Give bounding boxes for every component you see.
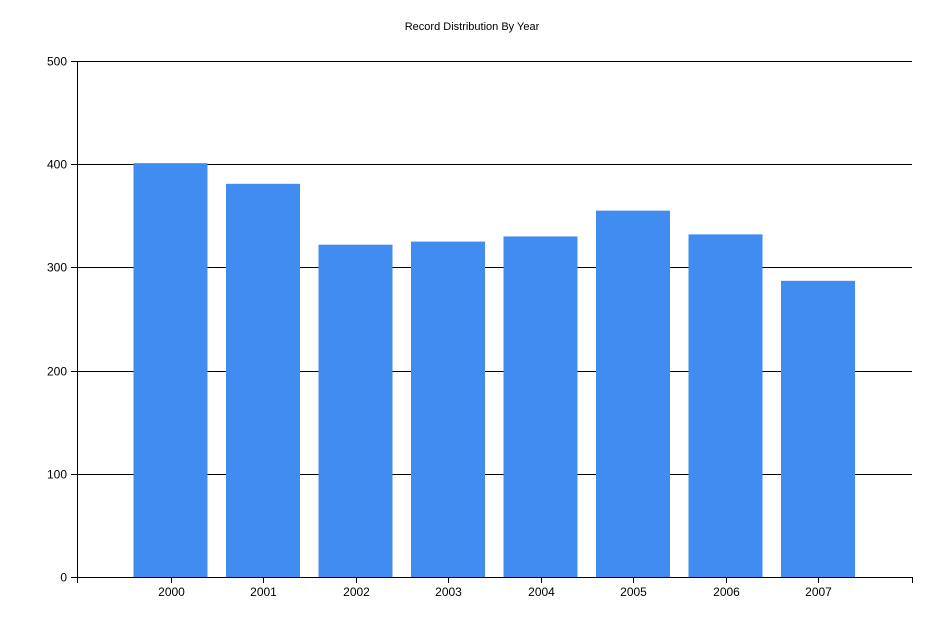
- bar-2003: [411, 241, 485, 577]
- chart-title: Record Distribution By Year: [405, 21, 540, 33]
- y-tick-label-500: 500: [47, 55, 67, 69]
- axes: [77, 61, 913, 583]
- x-tick-label-2007: 2007: [805, 585, 832, 599]
- bar-2002: [318, 244, 393, 578]
- x-axis-ticks: 2000 2001 2002 2003 2004 2005 2006 2007: [158, 577, 832, 599]
- x-tick-label-2001: 2001: [250, 585, 277, 599]
- x-tick-label-2004: 2004: [528, 585, 555, 599]
- bar-2001: [226, 183, 300, 578]
- bar-2000: [133, 163, 208, 577]
- bar-2004: [503, 236, 578, 577]
- x-tick-label-2006: 2006: [713, 585, 740, 599]
- y-tick-label-0: 0: [60, 571, 67, 585]
- x-tick-label-2003: 2003: [435, 585, 462, 599]
- y-tick-label-100: 100: [47, 468, 67, 482]
- bar-2006: [688, 234, 763, 577]
- y-tick-label-300: 300: [47, 261, 67, 275]
- y-tick-label-400: 400: [47, 158, 67, 172]
- bar-2007: [781, 280, 855, 577]
- x-tick-label-2000: 2000: [158, 585, 185, 599]
- gridlines: [77, 61, 912, 475]
- bar-2005: [596, 210, 670, 577]
- bars: [133, 163, 855, 578]
- y-axis-ticks: 0 100 200 300 400 500: [47, 55, 77, 585]
- x-tick-label-2002: 2002: [343, 585, 370, 599]
- y-tick-label-200: 200: [47, 365, 67, 379]
- x-tick-label-2005: 2005: [620, 585, 647, 599]
